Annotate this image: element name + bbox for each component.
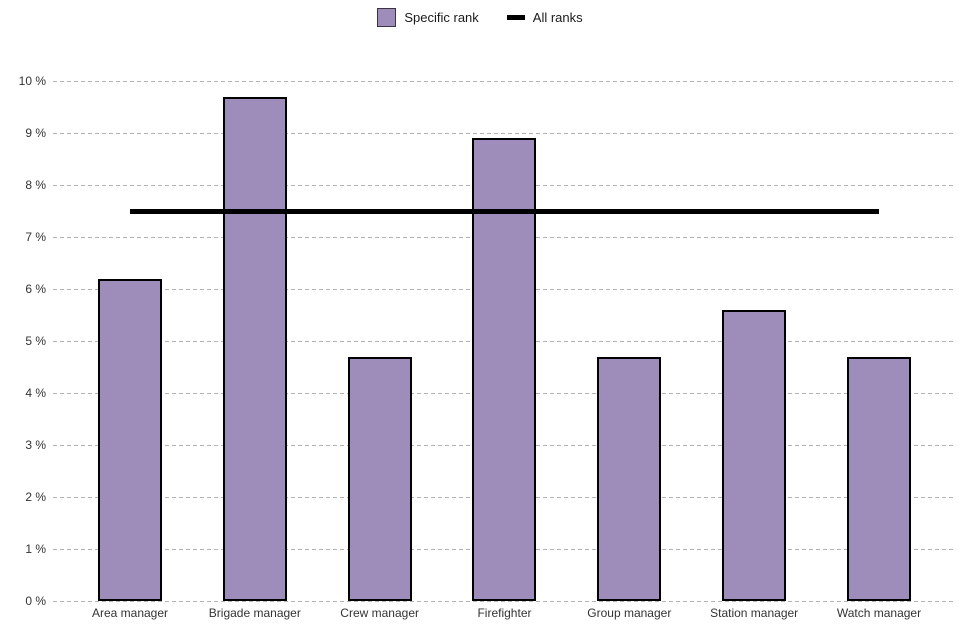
bar-area-manager <box>98 278 162 601</box>
y-tick-label: 0 % <box>25 594 46 608</box>
bar-station-manager <box>722 309 787 601</box>
bar-watch-manager <box>846 356 911 601</box>
y-tick-label: 4 % <box>25 386 46 400</box>
legend-label-all-ranks: All ranks <box>532 10 583 25</box>
y-tick-label: 5 % <box>25 334 46 348</box>
y-tick-label: 8 % <box>25 178 46 192</box>
y-tick-label: 9 % <box>25 126 46 140</box>
x-tick-label: Watch manager <box>836 606 922 620</box>
y-tick-label: 6 % <box>25 282 46 296</box>
x-axis: Area manager Brigade manager Crew manager F… <box>53 606 955 626</box>
y-tick-label: 3 % <box>25 438 46 452</box>
bar-group-manager <box>597 356 662 601</box>
bar-series-swatch-icon <box>377 8 397 27</box>
bar-crew-manager <box>347 356 412 601</box>
legend: Specific rank All ranks <box>0 8 960 27</box>
legend-label-specific-rank: Specific rank <box>404 10 479 25</box>
gridline <box>53 132 955 134</box>
line-series-swatch-icon <box>506 15 525 20</box>
x-tick-label: Brigade manager <box>208 606 301 620</box>
y-tick-label: 2 % <box>25 490 46 504</box>
x-tick-label: Firefighter <box>477 606 532 620</box>
x-tick-label: Group manager <box>587 606 672 620</box>
gridline <box>53 80 955 82</box>
y-tick-label: 7 % <box>25 230 46 244</box>
gridline <box>53 600 955 602</box>
bar-brigade-manager <box>222 96 287 601</box>
x-tick-label: Crew manager <box>340 606 419 620</box>
plot-area <box>53 80 955 602</box>
y-tick-label: 1 % <box>25 542 46 556</box>
all-ranks-line <box>130 208 879 214</box>
x-tick-label: Station manager <box>710 606 799 620</box>
bar-firefighter <box>472 138 537 601</box>
y-tick-label: 10 % <box>18 74 46 88</box>
legend-item-all-ranks: All ranks <box>506 10 583 25</box>
legend-item-specific-rank: Specific rank <box>377 8 479 27</box>
y-axis: 0 % 1 % 2 % 3 % 4 % 5 % 6 % 7 % 8 % 9 % 10 % <box>0 74 46 608</box>
x-tick-label: Area manager <box>91 606 169 620</box>
